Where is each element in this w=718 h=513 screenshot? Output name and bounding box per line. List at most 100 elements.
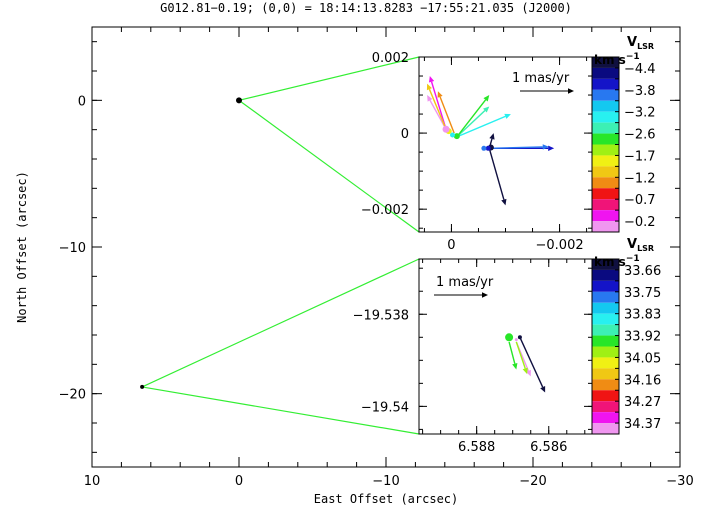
- colorbar-unit-superscript: −1: [626, 254, 640, 264]
- colorbar-title: VLSR: [627, 35, 654, 51]
- motion-vector: [456, 99, 487, 138]
- maser-spot: [505, 333, 514, 342]
- inset-y-tick-label: −19.54: [361, 400, 409, 415]
- maser-spot: [453, 133, 460, 140]
- motion-vector-head: [437, 91, 443, 98]
- inset-x-tick-label: 0: [447, 238, 455, 253]
- inset-plot-2: 6.588 6.586 −19.538 −19.54 1 mas/yr 33.66 33.7…: [353, 237, 662, 455]
- colorbar-swatch: [592, 280, 619, 292]
- colorbar-label: 33.83: [624, 308, 661, 323]
- colorbar-label: 33.92: [624, 330, 661, 345]
- x-axis-label: East Offset (arcsec): [314, 492, 459, 506]
- y-tick-label: 0: [78, 94, 86, 109]
- y-tick-label: −10: [59, 241, 86, 256]
- motion-vector-head: [427, 95, 433, 102]
- main-point: [236, 97, 242, 104]
- colorbar-swatch: [592, 379, 619, 391]
- colorbar-swatch: [592, 177, 619, 189]
- motion-vector-head: [426, 83, 432, 91]
- motion-vector-head: [512, 363, 518, 370]
- colorbar-swatch: [592, 313, 619, 325]
- motion-vector-head: [501, 198, 507, 206]
- colorbar-swatch: [592, 357, 619, 369]
- colorbar-unit-text: km s: [594, 255, 626, 269]
- colorbar-unit-text: km s: [594, 53, 626, 67]
- colorbar-swatch: [592, 188, 619, 200]
- motion-vector: [489, 146, 543, 150]
- colorbar-label: 34.37: [624, 417, 661, 432]
- colorbar-label: −0.7: [624, 193, 656, 208]
- motion-vector-head: [540, 385, 546, 393]
- x-tick-label: −30: [666, 474, 693, 489]
- maser-spot: [485, 145, 491, 151]
- colorbar-swatch: [592, 368, 619, 380]
- colorbar-label: 34.16: [624, 373, 661, 388]
- colorbar-swatch: [592, 390, 619, 402]
- motion-vector-head: [428, 76, 435, 83]
- colorbar-swatch: [592, 89, 619, 101]
- connector-line: [142, 386, 420, 435]
- maser-spot: [450, 132, 456, 138]
- x-tick-label: −20: [519, 474, 546, 489]
- x-tick-label: 0: [235, 474, 243, 489]
- inset-x-tick-label: 6.586: [530, 440, 567, 455]
- colorbar-swatch: [592, 221, 619, 232]
- inset-frame: [418, 258, 593, 435]
- inset-y-tick-label: −19.538: [353, 308, 409, 323]
- inset-y-tick-label: 0.002: [372, 51, 409, 66]
- colorbar-label: −3.8: [624, 84, 656, 99]
- maser-spot: [442, 125, 450, 133]
- chart-title: G012.81−0.19; (0,0) = 18:14:13.8283 −17:…: [160, 1, 572, 15]
- colorbar-swatch: [592, 346, 619, 358]
- colorbar-label: −1.2: [624, 171, 656, 186]
- colorbar-title-symbol: V: [627, 237, 637, 252]
- motion-vector: [456, 115, 506, 138]
- motion-vector-head: [548, 145, 555, 152]
- colorbar-swatch: [592, 302, 619, 314]
- colorbar-label: −0.2: [624, 215, 656, 230]
- motion-vector: [488, 148, 505, 200]
- colorbar-title-symbol: V: [627, 35, 637, 50]
- inset-y-tick-label: 0: [401, 127, 409, 142]
- colorbar-title-subscript: LSR: [637, 42, 654, 51]
- motion-vector: [508, 341, 516, 364]
- colorbar-swatch: [592, 324, 619, 336]
- colorbar-swatch: [592, 291, 619, 303]
- colorbar-swatch: [592, 210, 619, 222]
- colorbar-label: 33.66: [624, 264, 661, 279]
- main-point: [140, 384, 145, 389]
- scale-bar-label: 1 mas/yr: [436, 275, 494, 290]
- motion-vector-head: [483, 106, 490, 113]
- inset-y-tick-label: −0.002: [361, 203, 409, 218]
- colorbar-swatch: [592, 259, 619, 270]
- colorbar-swatch: [592, 412, 619, 424]
- y-tick-label: −20: [59, 388, 86, 403]
- motion-vector: [430, 81, 447, 130]
- colorbar-label: −3.2: [624, 106, 656, 121]
- colorbar-swatch: [592, 133, 619, 145]
- colorbar-label: 34.27: [624, 395, 661, 410]
- colorbar-swatch: [592, 423, 619, 434]
- colorbar-swatch: [592, 111, 619, 123]
- maser-spot: [481, 145, 487, 151]
- colorbar-swatch: [592, 100, 619, 112]
- motion-vector: [456, 110, 486, 138]
- maser-spot: [514, 338, 518, 342]
- colorbar-swatch: [592, 269, 619, 281]
- scale-bar-arrow-head: [482, 292, 488, 298]
- colorbar-swatch: [592, 155, 619, 167]
- x-tick-label: 10: [84, 474, 101, 489]
- colorbar-unit: km s−1: [594, 52, 640, 67]
- motion-vector-head: [483, 95, 490, 102]
- scale-bar-arrow-head: [568, 88, 574, 94]
- colorbar-title: VLSR: [627, 237, 654, 253]
- motion-vector-head: [504, 113, 511, 119]
- colorbar-title-subscript: LSR: [637, 244, 654, 253]
- colorbar-label: −4.4: [624, 62, 656, 77]
- main-plot: 10 0 −10 −20 −300−10−20 East Offset (arcsec)…: [15, 26, 694, 506]
- x-tick-label: −10: [372, 474, 399, 489]
- connector-line: [141, 258, 420, 388]
- colorbar-swatch: [592, 57, 619, 68]
- colorbar-label: −2.6: [624, 128, 656, 143]
